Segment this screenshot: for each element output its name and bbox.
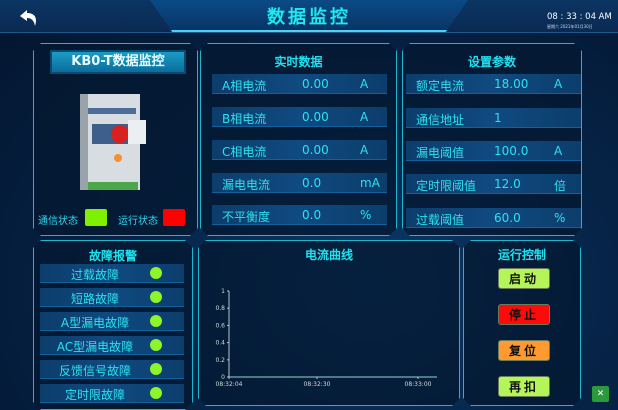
fault-title: 故障报警 xyxy=(88,249,137,263)
settings-label: 定时限阈值 xyxy=(416,179,477,193)
settings-unit: A xyxy=(554,144,563,158)
realtime-panel: 实时数据 A相电流 0.00 A B相电流 0.00 A C相电流 0.00 A 漏电电流 0.0 m… xyxy=(200,43,397,236)
comm-status-indicator xyxy=(85,209,107,226)
fault-indicator xyxy=(150,363,162,375)
control-button[interactable]: 再扣 xyxy=(498,376,550,397)
settings-value: 60.0 xyxy=(494,211,521,225)
close-icon[interactable]: ✕ xyxy=(592,386,609,402)
title-banner xyxy=(150,0,468,32)
realtime-row: A相电流 0.00 A xyxy=(212,74,387,94)
settings-value: 12.0 xyxy=(494,177,521,191)
realtime-label: 漏电电流 xyxy=(222,178,271,192)
y-tick-label: 0.8 xyxy=(215,305,225,312)
settings-unit: % xyxy=(554,211,566,225)
realtime-label: 不平衡度 xyxy=(222,210,271,224)
fault-indicator xyxy=(150,387,162,399)
fault-indicator xyxy=(150,267,162,279)
settings-label: 额定电流 xyxy=(416,79,465,93)
back-arrow-icon[interactable] xyxy=(18,9,40,27)
x-tick-label: 08:32:04 xyxy=(216,381,243,388)
realtime-unit: mA xyxy=(360,176,380,190)
device-image xyxy=(80,94,146,190)
settings-label: 通信地址 xyxy=(416,113,465,127)
fault-item: A型漏电故障 xyxy=(40,312,184,331)
realtime-unit: A xyxy=(360,110,369,124)
realtime-value: 0.00 xyxy=(302,110,329,124)
realtime-label: B相电流 xyxy=(222,112,267,126)
current-chart: 0 0.2 0.4 0.6 0.8 1 08:32:04 08:32:30 08:33:00 xyxy=(199,241,461,407)
run-status-indicator xyxy=(163,209,185,226)
y-tick-label: 0.2 xyxy=(215,357,225,364)
settings-value: 1 xyxy=(494,111,502,125)
fault-label: 定时限故障 xyxy=(64,388,125,402)
settings-label: 过载阈值 xyxy=(416,213,465,227)
realtime-unit: A xyxy=(360,143,369,157)
realtime-title: 实时数据 xyxy=(274,55,323,69)
chart-title: 电流曲线 xyxy=(304,248,353,262)
fault-item: 反馈信号故障 xyxy=(40,360,184,379)
realtime-label: A相电流 xyxy=(222,79,267,93)
fault-label: 过载故障 xyxy=(70,268,119,282)
settings-row: 漏电阈值 100.0 A xyxy=(406,141,581,161)
clock-time: 08 : 33 : 04 AM xyxy=(547,12,612,22)
realtime-row: 漏电电流 0.0 mA xyxy=(212,173,387,193)
fault-label: A型漏电故障 xyxy=(60,316,130,330)
settings-row: 定时限阈值 12.0 倍 xyxy=(406,174,581,194)
settings-value: 100.0 xyxy=(494,144,529,158)
fault-label: 反馈信号故障 xyxy=(58,364,131,378)
settings-unit: 倍 xyxy=(554,179,567,193)
realtime-row: 不平衡度 0.0% xyxy=(212,205,387,225)
y-tick-label: 0 xyxy=(221,374,225,381)
y-tick-label: 0.4 xyxy=(215,340,225,347)
fault-item: AC型漏电故障 xyxy=(40,336,184,355)
fault-indicator xyxy=(150,339,162,351)
control-button[interactable]: 复位 xyxy=(498,340,550,361)
fault-item: 过载故障 xyxy=(40,264,184,283)
y-tick-label: 0.6 xyxy=(215,322,225,329)
control-panel: 运行控制 启动停止复位再扣 xyxy=(463,240,581,406)
realtime-value: 0.0 xyxy=(302,208,322,222)
comm-status-label: 通信状态 xyxy=(38,216,78,227)
run-status-label: 运行状态 xyxy=(118,216,158,227)
fault-label: AC型漏电故障 xyxy=(56,340,134,354)
realtime-value: 0.0 xyxy=(302,176,322,190)
control-button[interactable]: 启动 xyxy=(498,268,550,289)
settings-value: 18.00 xyxy=(494,77,529,91)
settings-row: 额定电流 18.00 A xyxy=(406,74,581,94)
settings-row: 过载阈值 60.0% xyxy=(406,208,581,228)
x-tick-label: 08:33:00 xyxy=(405,381,432,388)
settings-unit: A xyxy=(554,77,563,91)
realtime-unit: A xyxy=(360,77,369,91)
settings-title: 设置参数 xyxy=(467,55,516,69)
control-button[interactable]: 停止 xyxy=(498,304,550,325)
realtime-value: 0.00 xyxy=(302,77,329,91)
realtime-row: B相电流 0.00 A xyxy=(212,107,387,127)
realtime-value: 0.00 xyxy=(302,143,329,157)
realtime-label: C相电流 xyxy=(222,145,267,159)
page-title: 数据监控 xyxy=(267,7,351,28)
fault-indicator xyxy=(150,291,162,303)
fault-item: 定时限故障 xyxy=(40,384,184,403)
fault-label: 短路故障 xyxy=(70,292,119,306)
fault-item: 短路故障 xyxy=(40,288,184,307)
device-title: KB0-T数据监控 xyxy=(50,50,186,74)
control-title: 运行控制 xyxy=(497,248,546,262)
realtime-row: C相电流 0.00 A xyxy=(212,140,387,160)
clock-date: 星期六 2021年01月30日 xyxy=(547,24,593,29)
settings-label: 漏电阈值 xyxy=(416,146,465,160)
fault-indicator xyxy=(150,315,162,327)
settings-panel: 设置参数 额定电流 18.00 A 通信地址 1 漏电阈值 100.0 A 定时限阈值 12.0 倍… xyxy=(402,43,582,236)
x-tick-label: 08:32:30 xyxy=(304,381,331,388)
chart-panel: 电流曲线 0 0.2 0.4 0.6 0.8 1 08:32:04 08:32:30 08:33… xyxy=(198,240,460,406)
realtime-unit: % xyxy=(360,208,372,222)
y-tick-label: 1 xyxy=(221,288,225,295)
fault-panel: 故障报警 过载故障短路故障 A型漏电故障 AC型漏电故障 反馈信号故障 定时限故障 xyxy=(33,240,193,410)
settings-row: 通信地址 1 xyxy=(406,108,581,128)
